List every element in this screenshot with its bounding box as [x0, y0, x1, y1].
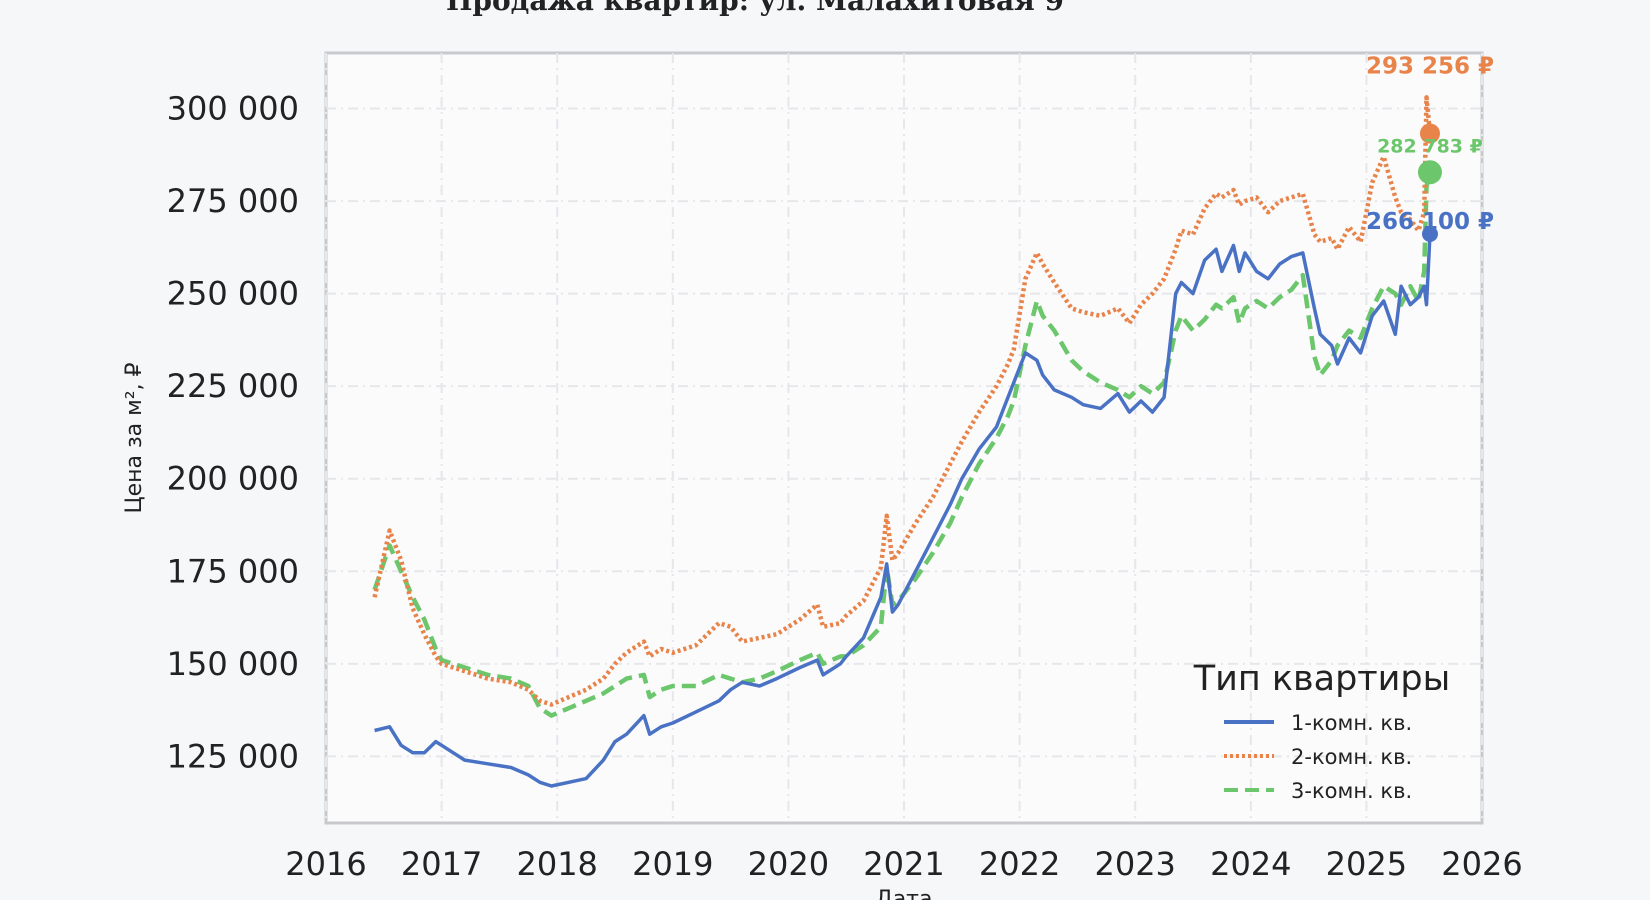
x-tick-label: 2019: [632, 845, 713, 883]
series-line-3: [372, 171, 1433, 718]
x-tick-label: 2024: [1210, 845, 1291, 883]
y-tick-label: 275 000: [167, 182, 299, 220]
x-tick-label: 2016: [285, 845, 366, 883]
endpoint-marker: [1419, 123, 1440, 144]
y-tick-label: 175 000: [167, 552, 299, 590]
x-axis-ticks: 2016 2017 2018 2019 2020 2021 2022 2023 2024 2025…: [285, 845, 1522, 883]
y-tick-label: 300 000: [167, 90, 299, 128]
series-line-1: [374, 233, 1432, 788]
endpoint-markers: 266 100 ₽ 293 256 ₽ 282 783 ₽: [1366, 53, 1494, 243]
x-tick-label: 2021: [863, 845, 944, 883]
endpoint-label: 293 256 ₽: [1366, 53, 1494, 79]
x-axis-label: Дата: [876, 887, 933, 900]
y-tick-label: 250 000: [167, 275, 299, 313]
y-axis-label: Цена за м², ₽: [122, 362, 147, 513]
endpoint-marker: [1421, 226, 1438, 243]
x-tick-label: 2026: [1441, 845, 1522, 883]
legend: Тип квартиры 1-комн. кв. 2-комн. кв. 3-ком…: [1193, 659, 1451, 803]
endpoint-label: 282 783 ₽: [1377, 135, 1483, 157]
y-tick-label: 200 000: [167, 460, 299, 498]
legend-label: 2-комн. кв.: [1291, 745, 1412, 769]
legend-title: Тип квартиры: [1193, 659, 1451, 699]
x-tick-label: 2022: [979, 845, 1060, 883]
y-tick-label: 125 000: [167, 737, 299, 775]
x-tick-label: 2023: [1094, 845, 1175, 883]
y-tick-label: 225 000: [167, 367, 299, 405]
legend-label: 3-комн. кв.: [1291, 779, 1412, 803]
series-line-2: [372, 95, 1433, 707]
chart-title: Продажа квартир: ул. Малахитовая 9: [446, 0, 1064, 17]
endpoint-label: 266 100 ₽: [1366, 209, 1494, 235]
x-tick-label: 2020: [748, 845, 829, 883]
y-axis-ticks: 125 000 150 000 175 000 200 000 225 000 250 0…: [167, 90, 299, 776]
x-tick-label: 2025: [1326, 845, 1407, 883]
legend-items: 1-комн. кв. 2-комн. кв. 3-комн. кв.: [1224, 711, 1412, 803]
series-lines: [372, 95, 1433, 788]
x-tick-label: 2017: [401, 845, 482, 883]
legend-label: 1-комн. кв.: [1291, 711, 1412, 735]
grid: [325, 53, 1483, 823]
x-tick-label: 2018: [516, 845, 597, 883]
y-tick-label: 150 000: [167, 645, 299, 683]
endpoint-marker: [1417, 160, 1442, 185]
